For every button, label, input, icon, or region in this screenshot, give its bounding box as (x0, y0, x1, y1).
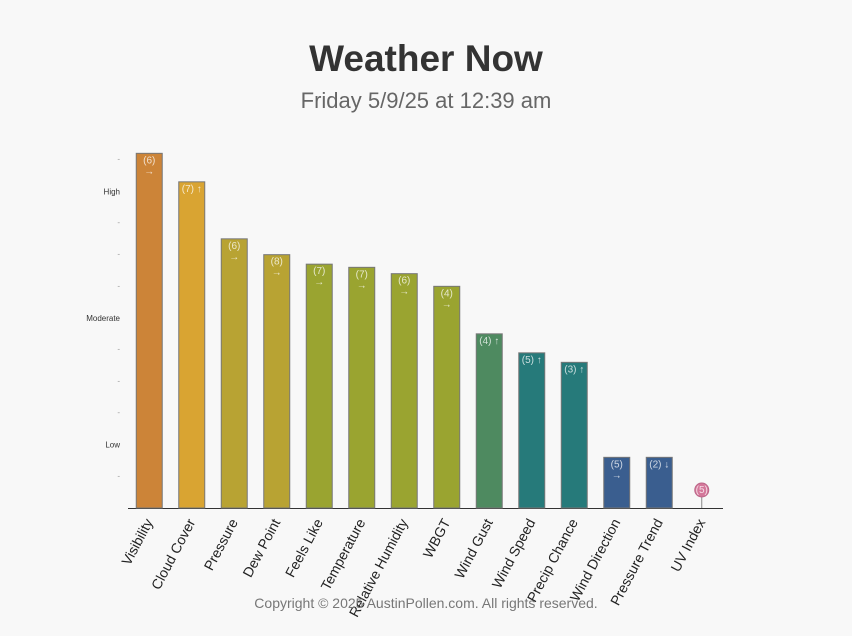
y-level-label: High (104, 187, 120, 196)
bar-value-label: (6) (143, 155, 155, 166)
bar (135, 152, 163, 509)
x-category-label: UV Index (667, 516, 708, 574)
bar-value-label: → (612, 470, 622, 481)
bar-value-label: (6) (228, 241, 240, 252)
bar-value-label: → (442, 299, 452, 310)
bar-value-label: → (357, 280, 367, 291)
bar (433, 285, 461, 509)
y-minor-tick: - (117, 376, 120, 385)
x-category-label: WBGT (420, 516, 454, 561)
bar (603, 456, 631, 509)
bar-value-label: (4) (441, 288, 453, 299)
bar-value-label: (5) (696, 485, 708, 496)
y-minor-tick: - (117, 471, 120, 480)
bar (305, 263, 333, 509)
copyright-notice: Copyright © 2025 AustinPollen.com. All r… (254, 595, 598, 611)
x-category-label: Temperature (317, 516, 368, 593)
y-minor-tick: - (117, 218, 120, 227)
y-minor-tick: - (117, 250, 120, 259)
bar-value-label: → (144, 166, 154, 177)
bar (348, 266, 376, 509)
bar (518, 352, 546, 509)
bar (560, 361, 588, 509)
x-category-label: Dew Point (239, 516, 283, 580)
bar-value-label: (5) ↑ (522, 355, 542, 366)
bar (475, 333, 503, 509)
x-category-label: Wind Gust (451, 516, 496, 581)
bar-value-label: (5) (611, 459, 623, 470)
bar (645, 456, 673, 509)
bar-value-label: (7) (356, 269, 368, 280)
bar-value-label: (7) (313, 266, 325, 277)
bar-value-label: (3) ↑ (564, 364, 584, 375)
bar-value-label: (7) ↑ (182, 184, 202, 195)
y-level-label: Low (105, 441, 120, 450)
bar-value-label: (4) ↑ (479, 336, 499, 347)
bar-value-label: (8) (271, 257, 283, 268)
chart-title: Weather Now (309, 38, 543, 79)
bar-value-label: → (399, 287, 409, 298)
bar-value-label: (6) (398, 276, 410, 287)
y-minor-tick: - (117, 408, 120, 417)
bar-value-label: (2) ↓ (649, 459, 669, 470)
x-category-label: Feels Like (282, 516, 326, 580)
x-category-label: Visibility (118, 516, 156, 568)
y-minor-tick: - (117, 281, 120, 290)
chart-subtitle: Friday 5/9/25 at 12:39 am (300, 88, 552, 113)
y-minor-tick: - (117, 155, 120, 164)
bar (390, 273, 418, 509)
x-category-label: Cloud Cover (148, 516, 199, 593)
y-minor-tick: - (117, 345, 120, 354)
bar-value-label: → (314, 277, 324, 288)
bar-value-label: → (229, 252, 239, 263)
bar (178, 181, 206, 509)
bar-value-label: → (272, 268, 282, 279)
x-category-label: Wind Speed (488, 516, 538, 591)
y-level-label: Moderate (86, 314, 120, 323)
bar (220, 238, 248, 509)
x-category-label: Pressure (200, 516, 241, 573)
bar-marker (694, 482, 710, 498)
bar (263, 254, 291, 509)
